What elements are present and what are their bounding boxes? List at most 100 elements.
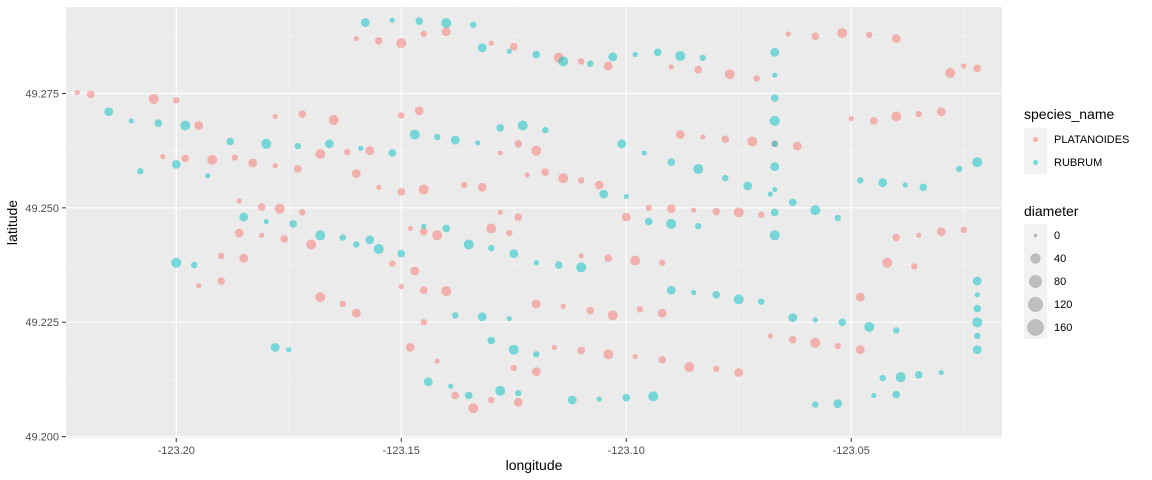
data-point <box>293 165 302 173</box>
data-point <box>451 391 460 400</box>
data-point <box>452 312 459 319</box>
data-point <box>623 193 629 200</box>
legend-size-swatch <box>1033 233 1038 238</box>
data-point <box>630 255 641 266</box>
data-point <box>373 244 384 255</box>
data-point <box>603 61 613 71</box>
data-point <box>389 260 396 267</box>
axes: -123.20 -123.15 -123.10 -123.05 49.200 49.225… <box>25 88 870 457</box>
data-point <box>758 211 765 218</box>
data-point <box>328 115 339 126</box>
data-point <box>272 113 278 119</box>
data-point <box>389 17 395 23</box>
data-point <box>396 38 407 49</box>
data-point <box>477 182 487 192</box>
data-point <box>747 136 758 147</box>
data-point <box>666 218 677 229</box>
data-point <box>936 107 946 117</box>
data-point <box>257 203 266 211</box>
legend-size-swatch <box>1030 253 1041 264</box>
data-point <box>916 232 922 238</box>
data-point <box>721 135 730 144</box>
data-point <box>636 306 643 313</box>
data-point <box>743 181 753 191</box>
data-point <box>531 145 542 156</box>
data-point <box>524 172 530 178</box>
data-point <box>785 31 791 37</box>
points-layer <box>74 17 983 414</box>
data-point <box>645 204 652 212</box>
data-point <box>398 112 405 119</box>
data-point <box>712 290 721 299</box>
data-point <box>488 396 495 404</box>
data-point <box>397 249 406 258</box>
data-point <box>879 374 886 382</box>
data-point <box>891 34 901 43</box>
data-point <box>596 396 602 402</box>
data-point <box>196 283 202 289</box>
data-point <box>339 300 346 308</box>
x-axis-title: longitude <box>506 457 563 473</box>
data-point <box>695 222 702 230</box>
data-point <box>339 234 346 241</box>
data-point <box>74 89 80 96</box>
data-point <box>248 158 258 168</box>
data-point <box>691 207 697 213</box>
data-point <box>231 154 238 161</box>
data-point <box>510 364 517 372</box>
data-point <box>878 178 888 188</box>
data-point <box>871 392 877 399</box>
data-point <box>973 304 982 313</box>
data-point <box>666 204 676 214</box>
data-point <box>577 346 586 355</box>
data-point <box>833 399 843 409</box>
data-point <box>353 241 360 248</box>
data-point <box>915 110 922 118</box>
data-point <box>508 344 519 355</box>
data-point <box>834 214 841 222</box>
data-point <box>205 173 211 179</box>
data-point <box>351 308 361 318</box>
data-point <box>586 307 595 315</box>
data-point <box>388 149 397 157</box>
legend-diameter-label: 0 <box>1054 230 1060 242</box>
data-point <box>812 401 819 408</box>
data-point <box>477 312 487 322</box>
data-point <box>191 261 198 269</box>
data-point <box>218 252 225 260</box>
data-point <box>811 32 820 41</box>
data-point <box>418 184 429 195</box>
data-point <box>531 299 541 309</box>
legend-species: species_name PLATANOIDES RUBRUM <box>1024 106 1129 174</box>
data-point <box>560 303 566 309</box>
data-point <box>770 208 779 217</box>
data-point <box>733 207 744 218</box>
data-point <box>788 313 798 323</box>
data-point <box>734 368 744 377</box>
data-point <box>722 174 729 182</box>
plot-panel <box>66 7 1002 438</box>
legend-species-label: RUBRUM <box>1054 157 1102 169</box>
data-point <box>441 286 452 297</box>
data-point <box>475 140 481 146</box>
data-point <box>299 209 306 216</box>
data-point <box>217 277 226 285</box>
data-point <box>675 50 686 61</box>
data-point <box>973 64 982 73</box>
data-point <box>694 65 703 74</box>
data-point <box>517 120 528 131</box>
data-point <box>419 286 428 295</box>
data-point <box>770 162 780 172</box>
data-point <box>911 263 918 270</box>
data-point <box>515 389 522 397</box>
data-point <box>699 54 706 61</box>
data-point <box>315 148 326 159</box>
data-point <box>495 385 506 396</box>
data-point <box>758 298 765 305</box>
data-point <box>315 230 326 241</box>
data-point <box>234 228 244 238</box>
y-tick-label: 49.275 <box>25 88 59 100</box>
data-point <box>419 227 428 236</box>
data-point <box>558 56 569 67</box>
